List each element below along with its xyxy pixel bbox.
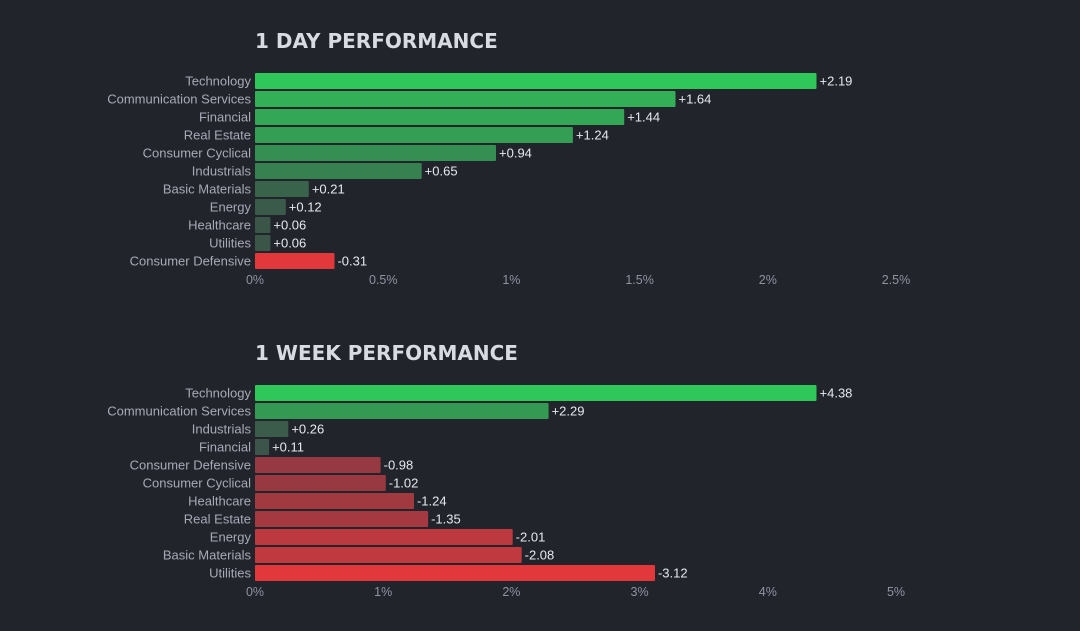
bar-real-estate xyxy=(255,511,429,527)
category-label: Basic Materials xyxy=(163,182,252,197)
bar-communication-services xyxy=(255,403,549,419)
value-label: -2.08 xyxy=(525,548,555,563)
x-tick-label: 4% xyxy=(759,585,777,599)
bar-energy xyxy=(255,199,286,215)
category-label: Financial xyxy=(199,110,251,125)
value-label: +2.29 xyxy=(552,404,585,419)
bar-industrials xyxy=(255,421,289,437)
value-label: -2.01 xyxy=(516,530,546,545)
bar-technology xyxy=(255,385,817,401)
x-tick-label: 2.5% xyxy=(882,273,911,287)
x-tick-label: 2% xyxy=(759,273,777,287)
category-label: Communication Services xyxy=(107,92,251,107)
category-label: Real Estate xyxy=(184,128,251,143)
bar-utilities xyxy=(255,565,655,581)
value-label: +2.19 xyxy=(820,74,853,89)
category-label: Financial xyxy=(199,440,251,455)
bar-consumer-cyclical xyxy=(255,145,496,161)
category-label: Real Estate xyxy=(184,512,251,527)
x-tick-label: 1% xyxy=(374,585,392,599)
value-label: +4.38 xyxy=(820,386,853,401)
category-label: Communication Services xyxy=(107,404,251,419)
category-label: Energy xyxy=(210,530,252,545)
value-label: +0.65 xyxy=(425,164,458,179)
bar-basic-materials xyxy=(255,181,309,197)
value-label: +0.26 xyxy=(291,422,324,437)
x-tick-label: 1% xyxy=(502,273,520,287)
value-label: -1.24 xyxy=(417,494,447,509)
category-label: Energy xyxy=(210,200,252,215)
category-label: Consumer Cyclical xyxy=(143,476,251,491)
bar-healthcare xyxy=(255,217,271,233)
bar-energy xyxy=(255,529,513,545)
value-label: +1.24 xyxy=(576,128,609,143)
value-label: -1.35 xyxy=(431,512,461,527)
value-label: -0.98 xyxy=(384,458,414,473)
value-label: +0.94 xyxy=(499,146,532,161)
bar-consumer-defensive xyxy=(255,457,381,473)
category-label: Technology xyxy=(185,74,251,89)
category-label: Consumer Defensive xyxy=(130,458,251,473)
x-tick-label: 0% xyxy=(246,273,264,287)
value-label: +0.12 xyxy=(289,200,322,215)
value-label: +1.44 xyxy=(627,110,660,125)
one-week-performance-chart: 1 WEEK PERFORMANCE Technology +4.38 Commun… xyxy=(107,341,905,599)
category-label: Healthcare xyxy=(188,218,251,233)
bar-industrials xyxy=(255,163,422,179)
category-label: Healthcare xyxy=(188,494,251,509)
category-label: Industrials xyxy=(192,164,252,179)
bar-financial xyxy=(255,439,270,455)
category-label: Basic Materials xyxy=(163,548,252,563)
value-label: +1.64 xyxy=(678,92,711,107)
bar-financial xyxy=(255,109,625,125)
value-label: +0.06 xyxy=(273,218,306,233)
value-label: +0.11 xyxy=(272,440,304,455)
category-label: Utilities xyxy=(209,566,251,581)
value-label: +0.06 xyxy=(273,236,306,251)
chart-title: 1 DAY PERFORMANCE xyxy=(255,29,498,53)
category-label: Consumer Cyclical xyxy=(143,146,251,161)
chart-title: 1 WEEK PERFORMANCE xyxy=(255,341,518,365)
category-label: Industrials xyxy=(192,422,252,437)
value-label: -0.31 xyxy=(337,254,367,269)
x-tick-label: 5% xyxy=(887,585,905,599)
value-label: -3.12 xyxy=(658,566,688,581)
bar-communication-services xyxy=(255,91,676,107)
x-tick-label: 1.5% xyxy=(625,273,654,287)
category-label: Technology xyxy=(185,386,251,401)
value-label: -1.02 xyxy=(389,476,419,491)
x-tick-label: 2% xyxy=(502,585,520,599)
category-label: Consumer Defensive xyxy=(130,254,251,269)
value-label: +0.21 xyxy=(312,182,345,197)
x-tick-label: 0.5% xyxy=(369,273,398,287)
bar-consumer-defensive xyxy=(255,253,335,269)
x-tick-label: 3% xyxy=(631,585,649,599)
bar-basic-materials xyxy=(255,547,522,563)
x-tick-label: 0% xyxy=(246,585,264,599)
bar-technology xyxy=(255,73,817,89)
bar-real-estate xyxy=(255,127,573,143)
bar-consumer-cyclical xyxy=(255,475,386,491)
bar-healthcare xyxy=(255,493,414,509)
category-label: Utilities xyxy=(209,236,251,251)
one-day-performance-chart: 1 DAY PERFORMANCE Technology +2.19 Communi… xyxy=(107,29,910,287)
bar-utilities xyxy=(255,235,271,251)
